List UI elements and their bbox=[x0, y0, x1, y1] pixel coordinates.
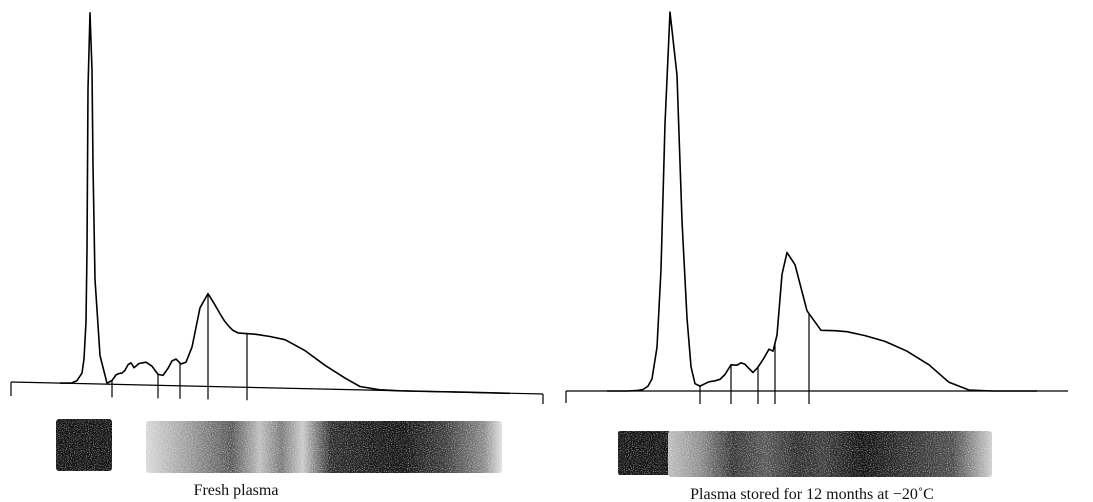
gel-strip bbox=[612, 427, 998, 481]
fraction-boundary-lines bbox=[111, 293, 248, 401]
densitometry-panel-stored: Plasma stored for 12 months at −20˚C bbox=[565, 11, 1068, 502]
strip-grain bbox=[612, 427, 998, 481]
panel-caption: Plasma stored for 12 months at −20˚C bbox=[690, 486, 934, 502]
panel-caption: Fresh plasma bbox=[194, 482, 279, 499]
densitometry-panel-fresh: Fresh plasma bbox=[10, 12, 544, 499]
densitometry-curve bbox=[607, 11, 1037, 392]
gel-strip bbox=[50, 415, 508, 475]
strip-grain bbox=[50, 415, 508, 475]
fraction-boundary-lines bbox=[699, 313, 810, 404]
densitometry-curve bbox=[59, 12, 511, 395]
